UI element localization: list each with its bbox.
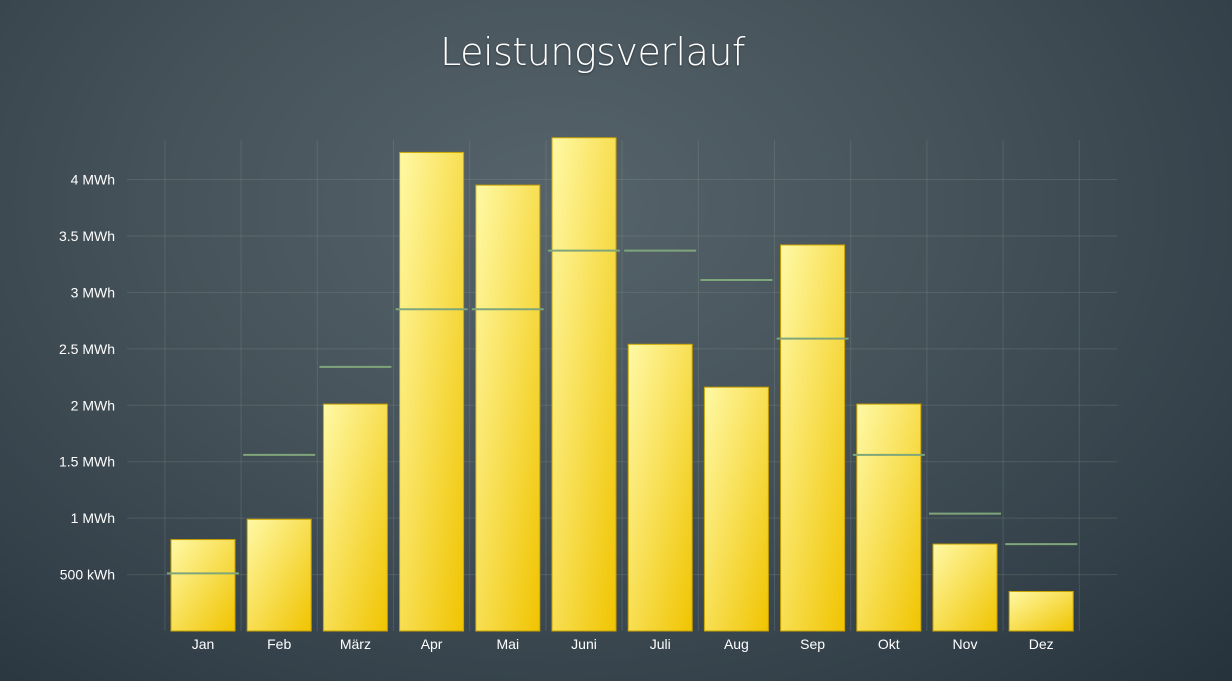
x-category-label: Juni [571,636,597,652]
bar-aug [703,386,769,632]
bar-sep [780,244,846,632]
y-tick-label: 1.5 MWh [59,454,115,470]
x-category-label: Jan [192,636,215,652]
chart-title: Leistungsverlauf [440,30,745,74]
x-category-label: Aug [724,636,749,652]
grid-lines [127,140,1117,631]
bar-feb [246,518,312,632]
x-category-label: Okt [878,636,900,652]
reference-lines [167,249,1078,575]
bar-juli [627,343,693,632]
y-tick-label: 2 MWh [71,397,115,413]
bar-nov [932,543,998,632]
x-category-label: Feb [267,636,291,652]
bars [170,137,1074,632]
x-category-label: Dez [1029,636,1054,652]
bar-apr [399,151,465,632]
x-category-label: Mai [497,636,520,652]
bar-mai [475,184,541,632]
x-category-label: März [340,636,371,652]
x-category-label: Apr [421,636,443,652]
x-category-label: Sep [800,636,825,652]
y-tick-label: 3 MWh [71,284,115,300]
y-tick-label: 500 kWh [60,567,115,583]
y-axis-ticks: 500 kWh 1 MWh 1.5 MWh 2 MWh 2.5 MWh 3 MWh 3.5 … [59,172,115,583]
bar-okt [856,403,922,632]
y-tick-label: 4 MWh [71,172,115,188]
x-axis-labels: Jan Feb März Apr Mai Juni Juli Aug Sep Okt Nov Dez [192,636,1054,652]
y-tick-label: 3.5 MWh [59,228,115,244]
bar-märz [322,403,388,632]
y-tick-label: 2.5 MWh [59,341,115,357]
bar-juni [551,137,617,632]
x-category-label: Nov [953,636,978,652]
y-tick-label: 1 MWh [71,510,115,526]
x-category-label: Juli [650,636,671,652]
bar-jan [170,539,236,632]
bar-dez [1008,590,1074,632]
